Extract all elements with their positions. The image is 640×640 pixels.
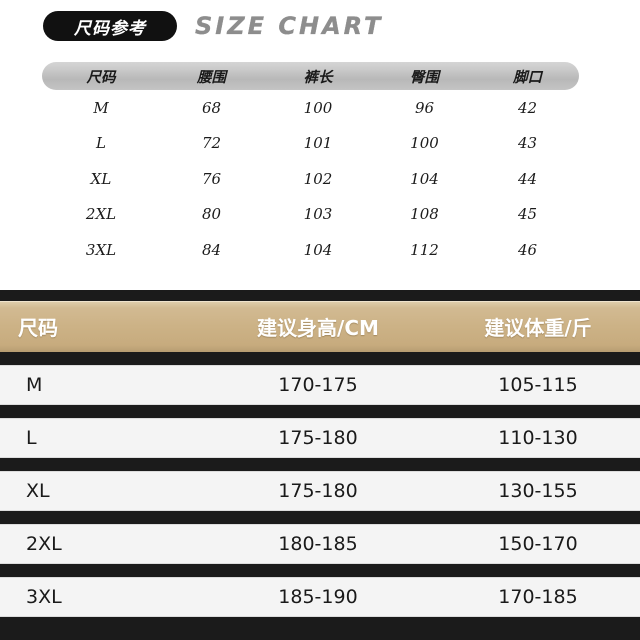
cell-size: 3XL [26,586,62,608]
page-title-banner: 尺码参考 SIZE CHART [0,0,640,52]
cell-opening: 44 [517,169,538,188]
cell-size: XL [26,480,50,502]
cell-size: M [26,374,43,396]
measurement-table-header-row: 尺码 腰围 裤长 臀围 脚口 [42,62,579,90]
measurement-header-length: 裤长 [303,69,333,86]
measurement-header-waist: 腰围 [197,69,226,86]
recommendation-table: 尺码 建议身高/CM 建议体重/斤 M 170-175 105-115 L 17… [0,290,640,640]
cell-size: L [26,427,37,449]
row-divider [0,564,640,577]
cell-weight: 170-185 [498,586,578,608]
table-row: 3XL 84 104 112 46 [42,232,579,268]
measurement-table: 尺码 腰围 裤长 臀围 脚口 M 68 100 96 42 L 72 101 1… [42,62,579,268]
cell-height: 175-180 [278,480,358,502]
row-divider [0,352,640,365]
cell-hip: 100 [410,134,439,153]
cell-length: 100 [303,98,333,117]
cell-waist: 80 [201,205,222,224]
cell-hip: 104 [410,169,439,188]
cell-waist: 76 [201,169,222,188]
size-reference-badge: 尺码参考 [43,11,177,41]
cell-size: L [96,134,106,153]
cell-waist: 68 [201,98,222,117]
cell-length: 103 [303,205,333,224]
cell-size: 3XL [85,240,117,259]
cell-waist: 72 [201,134,222,153]
cell-height: 185-190 [278,586,358,608]
cell-weight: 130-155 [498,480,578,502]
cell-height: 170-175 [278,374,358,396]
recommendation-table-header-row: 尺码 建议身高/CM 建议体重/斤 [0,301,640,352]
table-row: L 72 101 100 43 [42,126,579,162]
cell-opening: 45 [517,205,538,224]
cell-size: 2XL [26,533,62,555]
cell-size: XL [90,169,112,188]
table-row: 3XL 185-190 170-185 [0,577,640,617]
table-row: XL 175-180 130-155 [0,471,640,511]
cell-height: 175-180 [278,427,358,449]
recommendation-header-height: 建议身高/CM [257,316,379,340]
cell-hip: 112 [410,240,439,259]
table-row: L 175-180 110-130 [0,418,640,458]
table-row: M 170-175 105-115 [0,365,640,405]
table-row: XL 76 102 104 44 [42,161,579,197]
cell-opening: 42 [517,98,538,117]
table-row: M 68 100 96 42 [42,90,579,126]
cell-weight: 105-115 [498,374,578,396]
measurement-header-size: 尺码 [86,69,116,86]
row-divider [0,458,640,471]
table-row: 2XL 180-185 150-170 [0,524,640,564]
cell-hip: 108 [410,205,439,224]
cell-opening: 43 [517,134,538,153]
table-row: 2XL 80 103 108 45 [42,197,579,233]
measurement-header-hip: 臀围 [410,69,439,86]
measurement-header-opening: 脚口 [513,69,542,86]
size-chart-latin-title: SIZE CHART [195,12,384,40]
cell-size: M [93,98,109,117]
cell-waist: 84 [201,240,222,259]
cell-size: 2XL [85,205,117,224]
cell-opening: 46 [517,240,538,259]
cell-length: 104 [303,240,333,259]
cell-hip: 96 [414,98,435,117]
cell-weight: 110-130 [498,427,578,449]
recommendation-top-divider [0,290,640,301]
row-divider [0,405,640,418]
row-divider [0,511,640,524]
recommendation-header-weight: 建议体重/斤 [484,316,592,340]
cell-length: 101 [303,134,333,153]
cell-height: 180-185 [278,533,358,555]
cell-length: 102 [303,169,333,188]
cell-weight: 150-170 [498,533,578,555]
recommendation-header-size: 尺码 [18,316,58,340]
